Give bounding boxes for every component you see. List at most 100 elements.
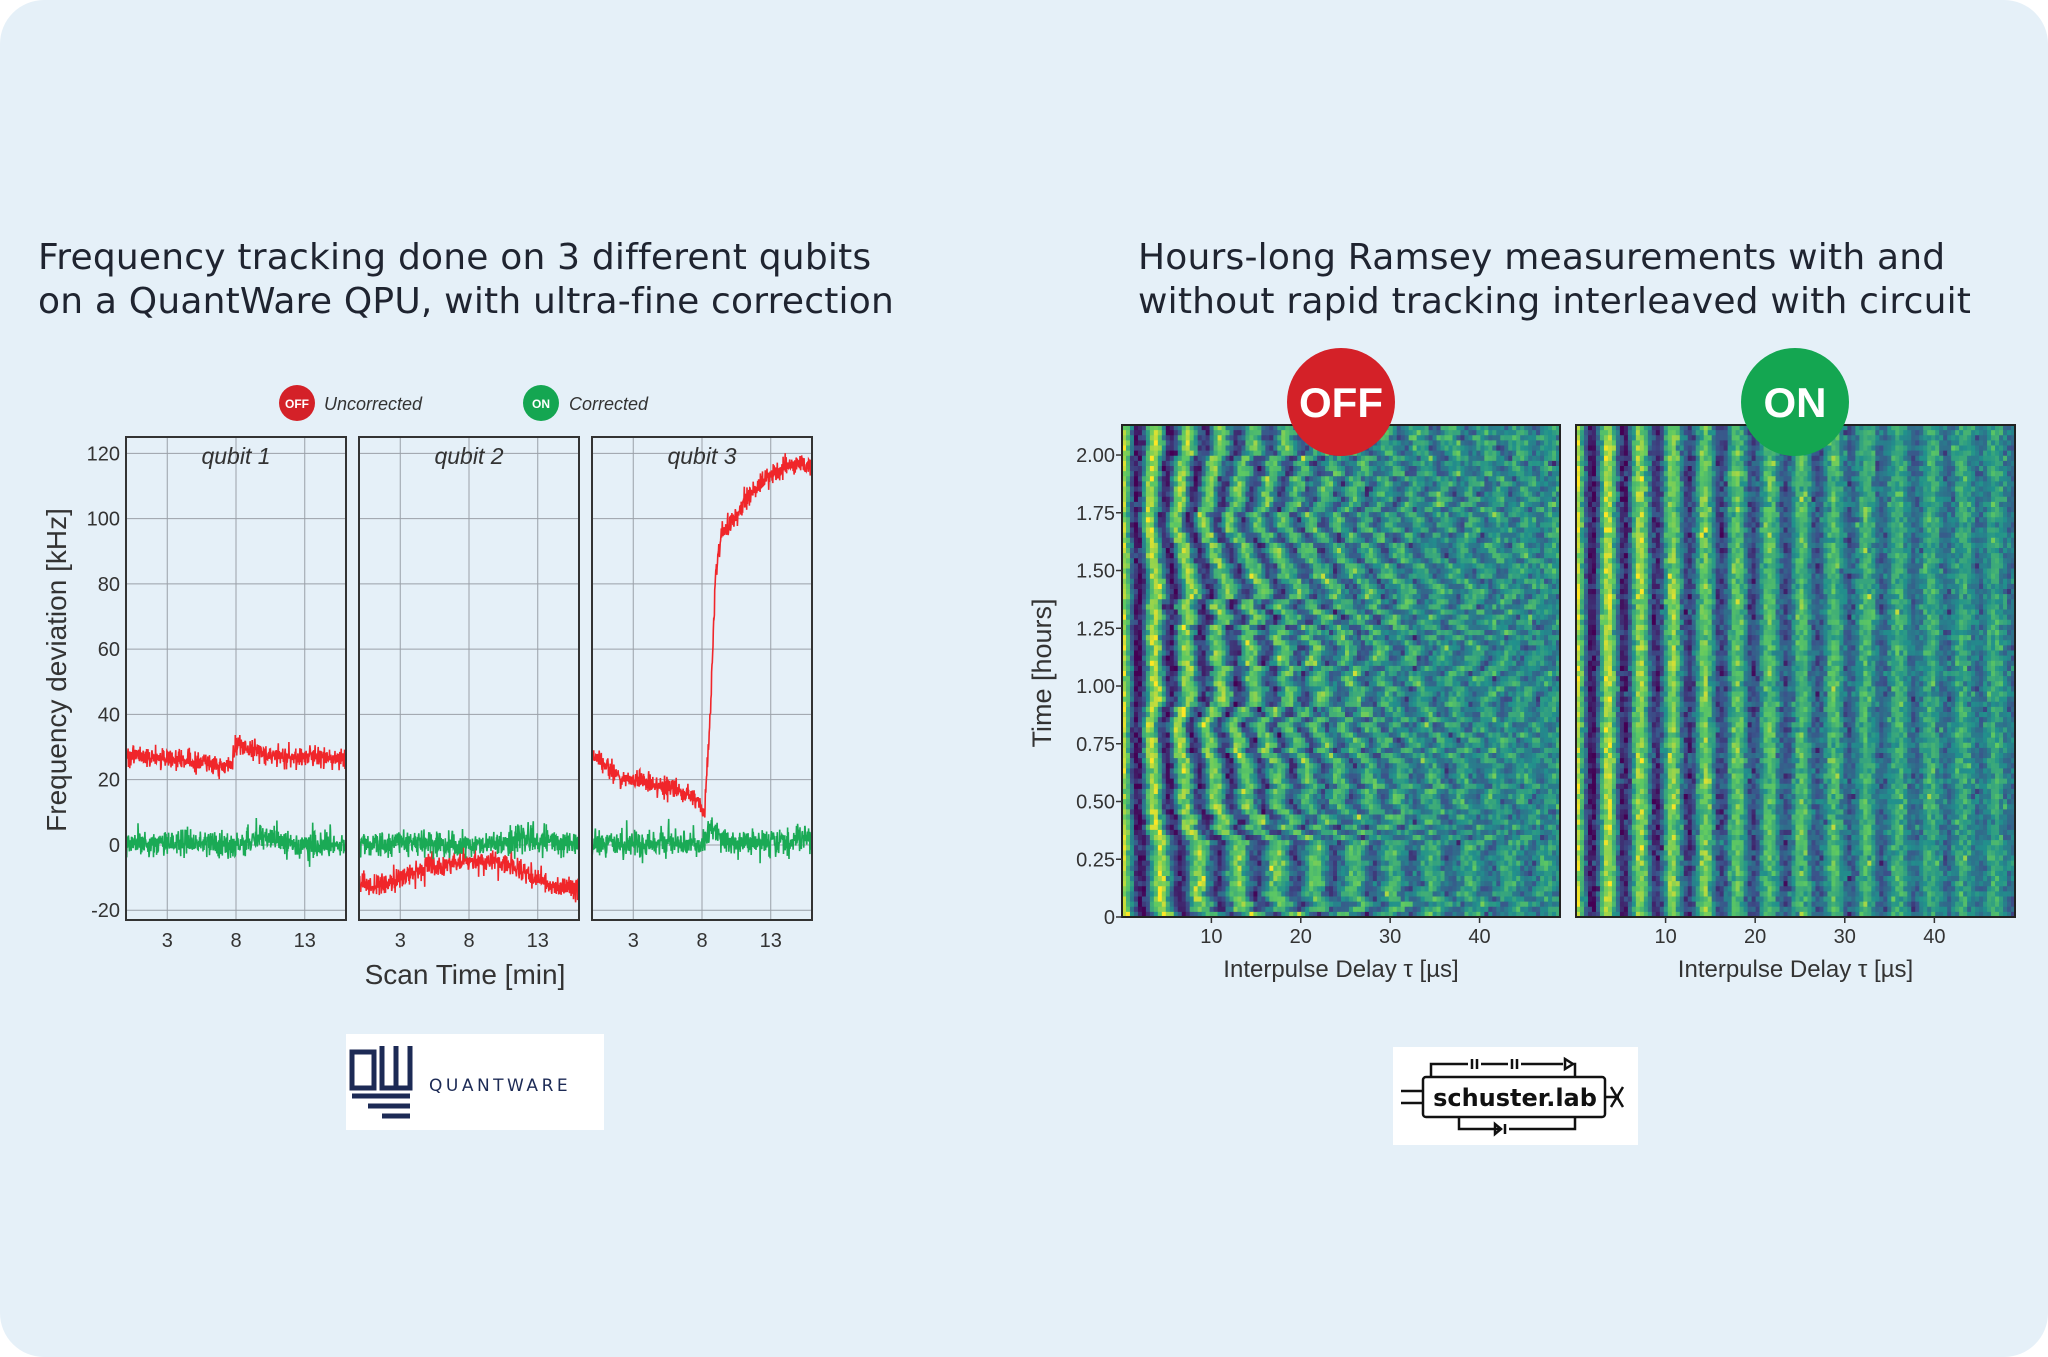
heatmap-cell <box>1440 450 1446 457</box>
heatmap-cell <box>1516 645 1521 652</box>
heatmap-cell <box>1221 501 1227 508</box>
heatmap-cell <box>1352 466 1358 472</box>
heatmap-cell <box>1341 512 1346 518</box>
heatmap-cell <box>1492 645 1497 652</box>
heatmap-cell <box>1177 619 1183 626</box>
heatmap-cell <box>1197 635 1203 641</box>
heatmap-cell <box>1352 573 1358 580</box>
heatmap-cell <box>1420 466 1426 472</box>
heatmap-cell <box>1153 440 1159 447</box>
heatmap-cell <box>1464 486 1470 493</box>
heatmap-cell <box>1337 640 1342 646</box>
heatmap-cell <box>1528 594 1533 600</box>
heatmap-cell <box>1333 650 1338 657</box>
heatmap-cell <box>1169 573 1175 580</box>
heatmap-cell <box>1205 430 1211 436</box>
heatmap-cell <box>1169 563 1175 570</box>
heatmap-cell <box>1416 455 1422 462</box>
heatmap-cell <box>1341 599 1346 605</box>
heatmap-cell <box>1556 645 1561 652</box>
heatmap-cell <box>1364 645 1370 652</box>
heatmap-cell <box>1145 645 1151 652</box>
heatmap-cell <box>1480 619 1485 626</box>
heatmap-cell <box>1301 624 1306 631</box>
heatmap-cell <box>1273 599 1278 605</box>
heatmap-cell <box>1476 594 1481 600</box>
heatmap-cell <box>1129 624 1135 631</box>
heatmap-cell <box>1261 466 1266 472</box>
heatmap-cell <box>1241 435 1247 441</box>
heatmap-cell <box>1161 460 1167 467</box>
heatmap-cell <box>1524 599 1529 605</box>
heatmap-cell <box>1193 481 1199 488</box>
heatmap-cell <box>1384 553 1390 559</box>
heatmap-cell <box>1289 522 1294 529</box>
heatmap-cell <box>1333 619 1338 626</box>
heatmap-cell <box>1352 619 1358 626</box>
heatmap-cell <box>1201 512 1207 518</box>
heatmap-cell <box>1408 604 1414 611</box>
heatmap-cell <box>1273 594 1278 600</box>
heatmap-cell <box>1145 527 1151 534</box>
heatmap-cell <box>1468 542 1473 549</box>
heatmap-cell <box>1384 630 1390 636</box>
heatmap-cell <box>1325 599 1330 605</box>
x-tick-label: 8 <box>696 930 707 952</box>
heatmap-cell <box>1301 563 1306 570</box>
heatmap-cell <box>1205 445 1211 452</box>
heatmap-cell <box>1253 430 1258 436</box>
heatmap-cell <box>1548 430 1553 436</box>
heatmap-cell <box>1329 522 1334 529</box>
heatmap-cell <box>1552 568 1557 575</box>
heatmap-cell <box>1301 578 1306 585</box>
heatmap-cell <box>1145 425 1151 431</box>
heatmap-cell <box>1205 532 1211 539</box>
heatmap-cell <box>1428 645 1434 652</box>
heatmap-cell <box>1500 609 1505 616</box>
heatmap-cell <box>1456 532 1462 539</box>
heatmap-cell <box>1177 568 1183 575</box>
heatmap-cell <box>1122 578 1127 585</box>
heatmap-cell <box>1516 471 1521 477</box>
heatmap-cell <box>1384 583 1390 590</box>
heatmap-cell <box>1145 609 1151 616</box>
heatmap-cell <box>1436 460 1442 467</box>
heatmap-cell <box>1556 553 1561 559</box>
heatmap-cell <box>1348 589 1354 595</box>
heatmap-cell <box>1285 507 1290 513</box>
heatmap-cell <box>1149 537 1155 544</box>
heatmap-cell <box>1309 640 1314 646</box>
heatmap-cell <box>1516 532 1521 539</box>
heatmap-cell <box>1277 630 1282 636</box>
heatmap-cell <box>1380 476 1386 482</box>
heatmap-cell <box>1185 537 1191 544</box>
heatmap-cell <box>1420 578 1426 585</box>
heatmap-cell <box>1392 491 1398 498</box>
heatmap-cell <box>1197 440 1203 447</box>
heatmap-cell <box>1516 640 1521 646</box>
heatmap-cell <box>1388 440 1394 447</box>
heatmap-cell <box>1253 481 1258 488</box>
heatmap-cell <box>1400 471 1406 477</box>
heatmap-cell <box>1325 501 1330 508</box>
heatmap-cell <box>1460 486 1466 493</box>
heatmap-cell <box>1344 527 1350 534</box>
heatmap-cell <box>1181 486 1187 493</box>
heatmap-cell <box>1508 558 1513 564</box>
heatmap-cell <box>1380 440 1386 447</box>
heatmap-cell <box>1209 496 1215 503</box>
heatmap-cell <box>1344 599 1350 605</box>
heatmap-cell <box>1125 512 1131 518</box>
heatmap-cell <box>1424 481 1430 488</box>
heatmap-cell <box>1480 522 1485 529</box>
heatmap-cell <box>1281 507 1286 513</box>
heatmap-cell <box>1404 425 1410 431</box>
heatmap-cell <box>1540 578 1545 585</box>
heatmap-cell <box>1484 450 1489 457</box>
heatmap-cell <box>1289 430 1294 436</box>
heatmap-cell <box>1133 435 1139 441</box>
heatmap-cell <box>1265 645 1270 652</box>
heatmap-cell <box>1416 645 1422 652</box>
heatmap-cell <box>1141 471 1147 477</box>
heatmap-cell <box>1225 425 1231 431</box>
